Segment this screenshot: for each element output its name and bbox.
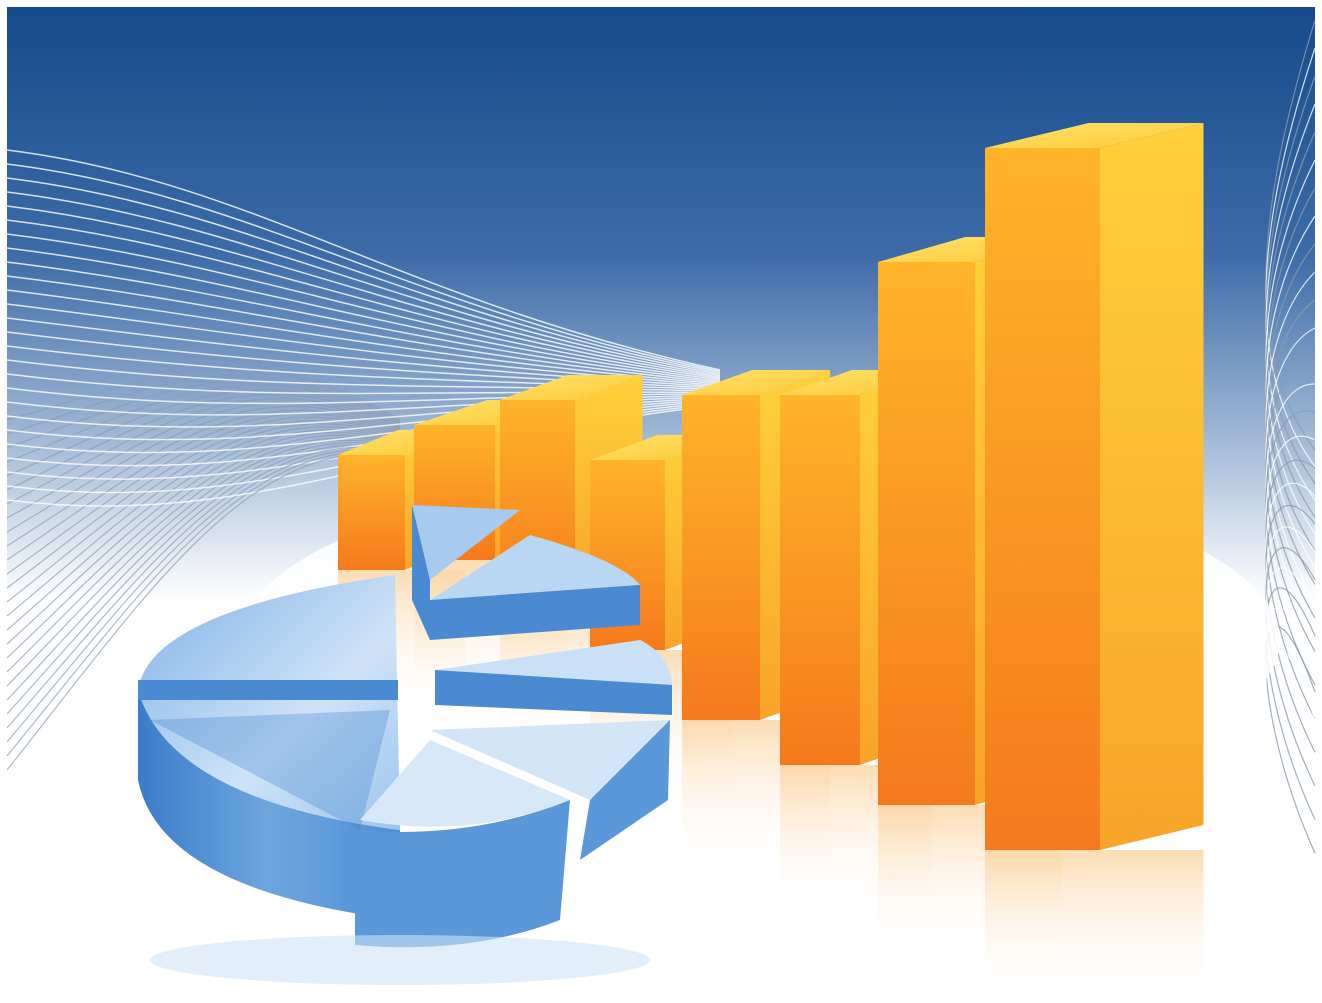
wave-line	[1265, 75, 1316, 484]
pie-side	[580, 720, 670, 860]
wave-line	[6, 393, 401, 491]
wave-line	[1265, 271, 1316, 602]
pie-slice	[430, 535, 640, 600]
pie-reflection	[150, 935, 650, 985]
pie	[138, 505, 672, 985]
wave-line	[6, 261, 721, 382]
bar-front	[338, 455, 405, 570]
wave-line	[6, 434, 401, 659]
wave-line	[6, 397, 401, 505]
wave-line	[1265, 504, 1316, 753]
bar-front	[780, 395, 860, 765]
wave-line	[6, 384, 401, 463]
wave-line	[6, 389, 401, 477]
wave-line	[6, 247, 721, 381]
bar-front	[682, 395, 760, 720]
wave-line	[6, 444, 401, 715]
wave-line	[1265, 459, 1316, 720]
wave-line	[6, 426, 401, 617]
wave-line	[1265, 383, 1316, 669]
wave-line	[6, 191, 721, 375]
wave-line	[1265, 47, 1316, 468]
bar-front	[985, 148, 1100, 850]
wave-line	[6, 439, 401, 687]
pie-slice	[360, 740, 570, 827]
wave-line	[6, 413, 401, 561]
wave-line	[6, 163, 721, 373]
wave-line	[6, 219, 721, 378]
wave-line	[6, 442, 401, 701]
pie-slice	[412, 505, 520, 580]
pie-side	[435, 670, 672, 715]
pie-slice	[138, 575, 400, 830]
wave-line	[1265, 435, 1316, 703]
wave-line	[1265, 526, 1316, 770]
wave-line	[6, 423, 401, 603]
wave-line	[1265, 103, 1316, 501]
wave-line	[1265, 327, 1316, 636]
wave-line	[6, 437, 401, 673]
wave-line	[1265, 215, 1316, 568]
bar-top	[985, 123, 1204, 148]
wave-line	[6, 369, 401, 421]
wave-line	[6, 416, 401, 575]
wave-line	[6, 205, 721, 377]
bar-front	[878, 262, 975, 805]
wave-line	[6, 401, 401, 519]
wave-line	[1265, 355, 1316, 652]
pie-side	[138, 690, 400, 920]
pie-gap	[138, 680, 398, 700]
wave-line	[6, 289, 721, 385]
bar-reflection	[985, 850, 1204, 1000]
wave-line	[1265, 187, 1316, 552]
bar-top	[500, 375, 643, 400]
wave-line	[1265, 159, 1316, 535]
bars	[338, 123, 1204, 1000]
wave-line	[6, 275, 721, 384]
wave-line	[6, 446, 401, 729]
wave-line	[1265, 547, 1316, 787]
pie-gap	[150, 710, 390, 830]
wave-line	[1265, 299, 1316, 619]
wave-line	[1265, 410, 1316, 686]
pie-side	[430, 585, 640, 640]
wave-line	[6, 450, 401, 757]
wave-line	[1265, 131, 1316, 518]
pie-side	[355, 800, 570, 948]
wave-line	[6, 432, 401, 645]
pie-side	[412, 505, 430, 640]
wave-line	[1265, 482, 1316, 736]
wave-line	[6, 233, 721, 380]
wave-line	[6, 177, 721, 374]
bar-side	[1100, 123, 1204, 850]
wave-line	[6, 149, 721, 371]
wave-line	[6, 448, 401, 743]
wave-line	[1265, 243, 1316, 585]
bar-top	[682, 370, 831, 395]
wave-line	[1265, 19, 1316, 451]
wave-line	[6, 379, 401, 449]
wave-line	[6, 409, 401, 547]
